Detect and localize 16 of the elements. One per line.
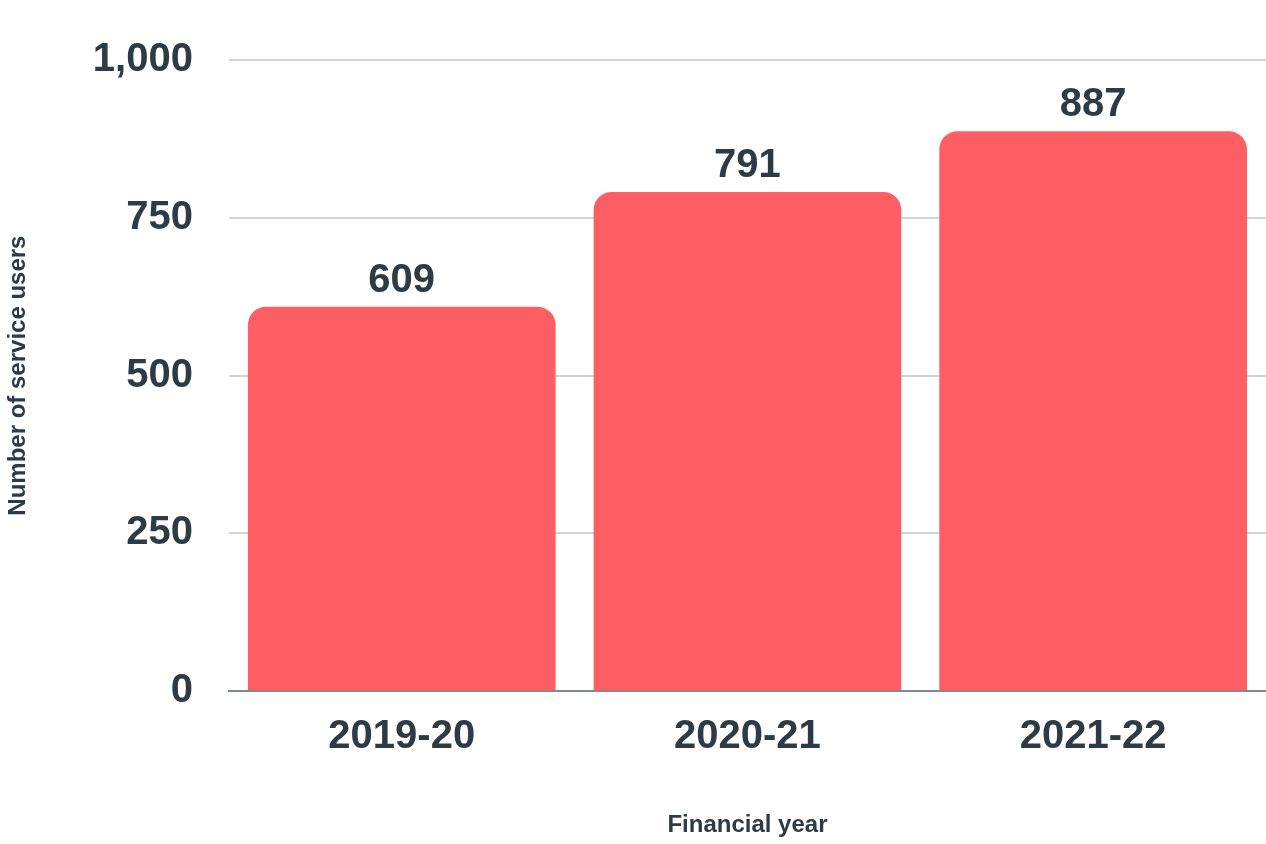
x-tick-label: 2021-22	[1019, 712, 1167, 757]
data-label: 609	[368, 255, 436, 300]
y-tick-label: 750	[126, 192, 193, 237]
y-tick-label: 250	[126, 508, 193, 553]
bar	[939, 131, 1247, 691]
data-label: 887	[1059, 80, 1127, 125]
x-tick-label: 2019-20	[328, 712, 476, 757]
y-tick-label: 1,000	[92, 35, 193, 80]
bar	[247, 306, 556, 691]
y-tick-label: 500	[126, 350, 193, 395]
x-axis-title: Financial year	[667, 810, 828, 838]
x-tick-label: 2020-21	[674, 712, 821, 757]
data-label: 791	[714, 140, 781, 185]
bar	[593, 191, 902, 691]
y-tick-label: 0	[170, 666, 193, 711]
y-axis-title: Number of service users	[3, 235, 31, 516]
